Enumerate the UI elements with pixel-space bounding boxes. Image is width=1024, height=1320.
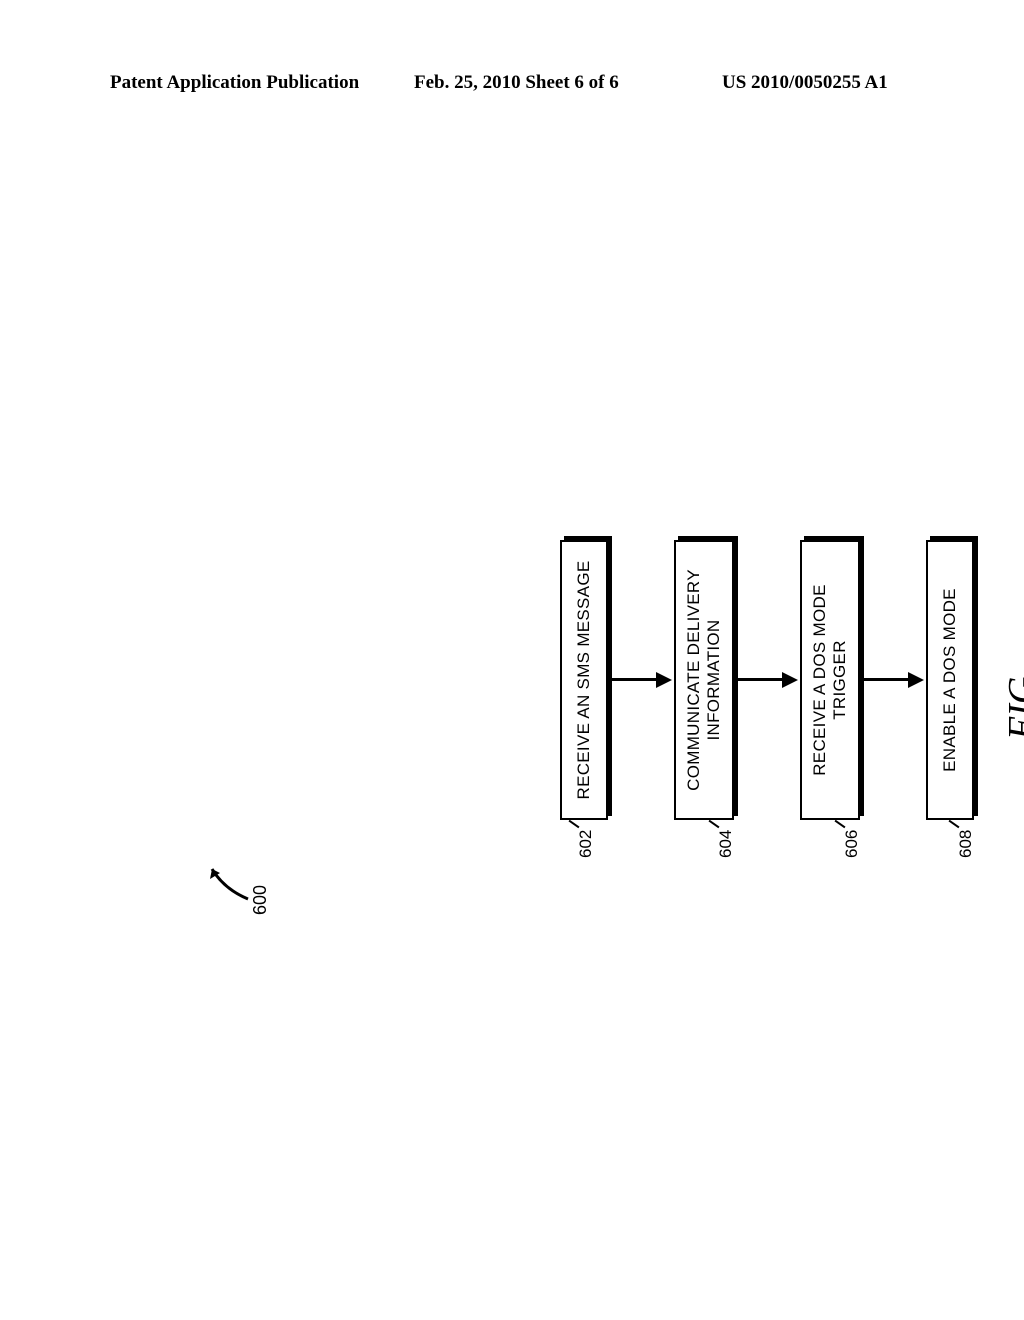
ref-600-arrow-icon [204,857,250,907]
ref-602-label: 602 [576,830,596,858]
arrow-602-604 [608,678,658,681]
arrow-606-608-head [908,672,924,688]
ref-602-tick [569,820,580,829]
ref-604-label: 604 [716,830,736,858]
ref-600-group: 600 [250,885,271,915]
figure-label: FIG. 6. [1000,667,1024,740]
arrow-602-604-head [656,672,672,688]
box-608: ENABLE A DOS MODE [926,540,974,820]
arrow-604-606 [734,678,784,681]
ref-608-tick [949,820,960,829]
ref-604-tick [709,820,720,829]
box-606: RECEIVE A DOS MODE TRIGGER [800,540,860,820]
arrow-606-608 [860,678,910,681]
box-606-text: RECEIVE A DOS MODE TRIGGER [810,584,851,776]
ref-600-label: 600 [250,885,270,915]
box-602-text: RECEIVE AN SMS MESSAGE [574,561,594,800]
arrow-604-606-head [782,672,798,688]
ref-606-label: 606 [842,830,862,858]
box-602: RECEIVE AN SMS MESSAGE [560,540,608,820]
box-604: COMMUNICATE DELIVERY INFORMATION [674,540,734,820]
ref-608-label: 608 [956,830,976,858]
figure-6-diagram: 600 RECEIVE AN SMS MESSAGE 602 COMMUNICA… [0,0,1024,1320]
box-604-text: COMMUNICATE DELIVERY INFORMATION [684,569,725,791]
box-608-text: ENABLE A DOS MODE [940,588,960,772]
ref-606-tick [835,820,846,829]
